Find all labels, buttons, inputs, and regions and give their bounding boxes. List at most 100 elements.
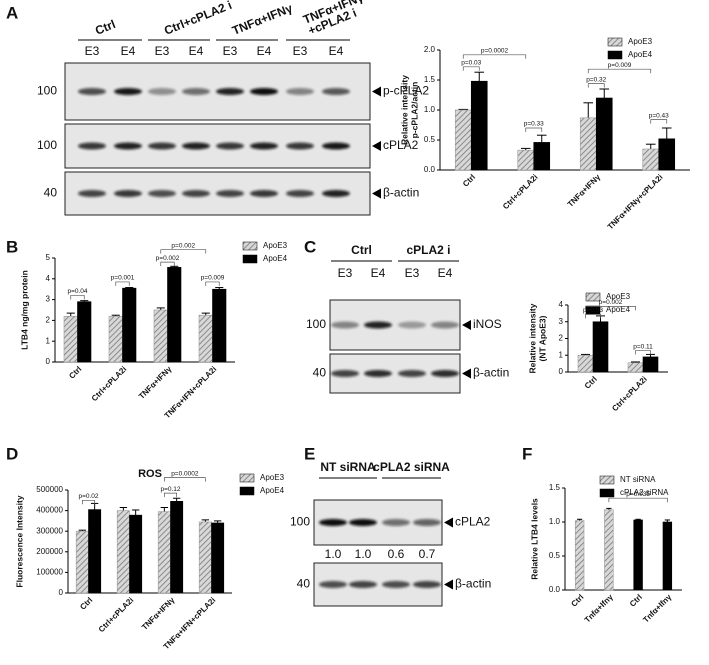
bar (577, 354, 594, 373)
p-value: p=0.0002 (481, 48, 509, 55)
panel-letter: E (304, 444, 315, 463)
blot-band (286, 190, 314, 197)
blot-band (364, 321, 392, 329)
bar (454, 109, 472, 171)
group-label: NT siRNA (320, 460, 376, 474)
bar (517, 149, 535, 171)
p-value: p=0.002 (599, 299, 623, 306)
blot-band (250, 88, 278, 95)
y-tick-label: 4 (559, 300, 564, 309)
p-value: p=0.03 (583, 307, 603, 314)
y-tick-label: 1.0 (549, 517, 561, 526)
bracket (81, 499, 96, 505)
panel-letter: B (6, 237, 18, 256)
y-tick-label: 300000 (36, 526, 63, 535)
legend-label: ApoE3 (628, 37, 653, 46)
arrow (372, 86, 381, 97)
blot-band (114, 88, 142, 95)
x-tick-label: Ctrl (628, 593, 644, 609)
x-tick-label: TNFα+IFNγ (140, 595, 177, 632)
y-tick-label: 100000 (36, 568, 63, 577)
lane-label: E3 (293, 44, 308, 58)
bar (642, 148, 660, 171)
bracket (650, 119, 668, 124)
legend-swatch (239, 473, 255, 483)
p-value: p=0.32 (586, 76, 606, 83)
blot-band (182, 88, 210, 95)
bar (533, 142, 551, 171)
band-label: cPLA2 (383, 138, 419, 152)
lane-label: E3 (155, 44, 170, 58)
bar (211, 522, 225, 594)
y-tick-label: 5 (46, 253, 51, 262)
bar (198, 521, 212, 594)
band-label: iNOS (473, 317, 502, 331)
y-tick-label: 4 (46, 274, 51, 283)
bracket (70, 295, 85, 300)
y-tick-label: 0.0 (549, 585, 561, 594)
bar (170, 501, 184, 594)
p-value: p=0.12 (160, 486, 180, 493)
bracket (115, 281, 130, 286)
blot-band (322, 142, 350, 150)
lane-label: E3 (338, 266, 353, 280)
bar (633, 519, 643, 591)
blot-band (431, 321, 459, 329)
group-label: Ctrl (93, 17, 117, 38)
x-tick-label: Tnfα+Ifnγ (583, 592, 615, 624)
y-tick-label: 1.5 (424, 75, 436, 84)
band-label: β-actin (383, 186, 419, 200)
p-value: p=0.33 (524, 121, 544, 128)
y-tick-label: 1.5 (549, 483, 561, 492)
legend-label: ApoE3 (260, 473, 285, 482)
x-tick-label: Ctrl (67, 365, 83, 381)
bracket (462, 66, 480, 71)
mw-label: 40 (313, 366, 327, 380)
bar (662, 521, 673, 591)
blot-band (286, 142, 314, 150)
bar (579, 117, 597, 171)
band-label: β-actin (473, 366, 509, 380)
blot-band (322, 190, 350, 197)
y-axis-label: Relative intensity (527, 303, 537, 373)
arrow (372, 188, 381, 199)
blot-band (286, 88, 314, 95)
blot-band (250, 142, 278, 150)
y-tick-label: 200000 (36, 547, 63, 556)
legend-label: cPLA2 siRNA (620, 488, 669, 497)
y-tick-label: 400000 (36, 506, 63, 515)
y-tick-label: 1 (46, 336, 51, 345)
p-value: p=0.035 (626, 491, 650, 498)
arrow (444, 579, 453, 590)
bar (88, 509, 102, 594)
panel-letter: F (522, 444, 532, 463)
p-value: p=0.11 (633, 343, 653, 350)
blot-band (182, 142, 210, 150)
bar (642, 356, 659, 373)
legend-swatch (585, 292, 601, 302)
bar (77, 301, 92, 363)
blot-band (319, 519, 347, 526)
band-label: p-cPLA2 (383, 84, 429, 98)
y-tick-label: 3 (559, 317, 564, 326)
bar (212, 288, 227, 363)
bar (574, 520, 585, 591)
x-tick-label: Ctrl (78, 596, 94, 612)
legend-swatch (599, 475, 615, 485)
mw-label: 100 (37, 84, 57, 98)
band-label: β-actin (455, 577, 491, 591)
blot-band (216, 190, 244, 197)
panel-letter: A (6, 3, 18, 22)
bracket (164, 492, 177, 498)
blot-band (216, 142, 244, 150)
chart-title: ROS (138, 468, 162, 480)
panel-letter: C (304, 237, 316, 256)
legend-swatch (239, 486, 255, 496)
p-value: p=0.02 (78, 493, 98, 500)
blot-band (398, 321, 426, 329)
lane-label: E4 (438, 266, 453, 280)
x-tick-label: Ctrl (461, 173, 477, 189)
panel-letter: D (6, 444, 18, 463)
mw-label: 100 (306, 317, 326, 331)
lane-label: E4 (257, 44, 272, 58)
